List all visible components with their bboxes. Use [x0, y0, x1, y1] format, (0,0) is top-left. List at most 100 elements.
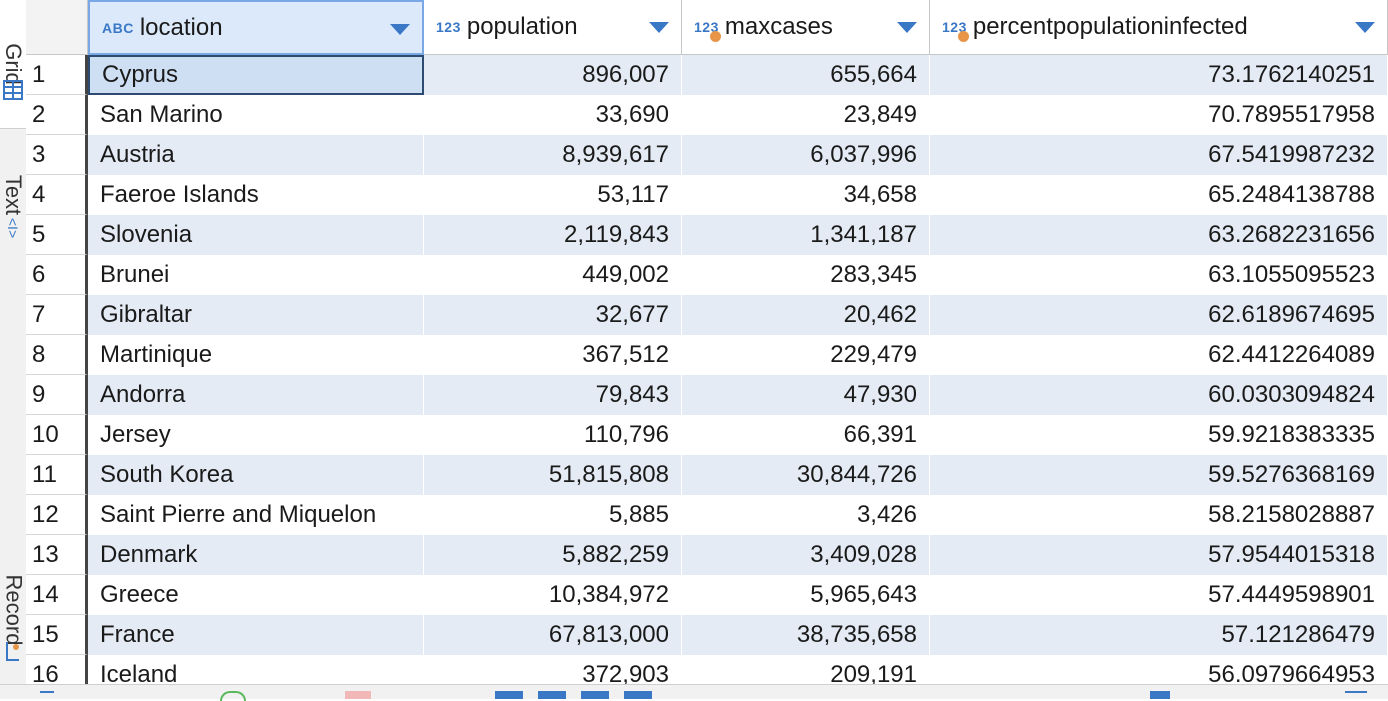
column-header-population[interactable]: 123 population [424, 0, 682, 55]
row-number[interactable]: 6 [26, 255, 88, 295]
cell-maxcases[interactable]: 655,664 [682, 55, 930, 95]
table-row[interactable]: 1 Cyprus 896,007 655,664 73.1762140251 [26, 55, 1388, 95]
export-icon[interactable] [1345, 691, 1367, 701]
row-number[interactable]: 15 [26, 615, 88, 655]
cell-percentpopulationinfected[interactable]: 59.9218383335 [930, 415, 1388, 455]
cell-percentpopulationinfected[interactable]: 57.121286479 [930, 615, 1388, 655]
prev-page-icon[interactable] [538, 691, 566, 699]
row-number[interactable]: 9 [26, 375, 88, 415]
row-number[interactable]: 16 [26, 655, 88, 684]
cell-location[interactable]: Martinique [88, 335, 424, 375]
row-number[interactable]: 3 [26, 135, 88, 175]
cell-percentpopulationinfected[interactable]: 62.6189674695 [930, 295, 1388, 335]
cell-location[interactable]: Austria [88, 135, 424, 175]
row-number[interactable]: 7 [26, 295, 88, 335]
cell-maxcases[interactable]: 1,341,187 [682, 215, 930, 255]
cell-population[interactable]: 5,882,259 [424, 535, 682, 575]
table-row[interactable]: 2 San Marino 33,690 23,849 70.7895517958 [26, 95, 1388, 135]
settings-icon[interactable] [1150, 691, 1170, 699]
cell-percentpopulationinfected[interactable]: 58.2158028887 [930, 495, 1388, 535]
cell-population[interactable]: 2,119,843 [424, 215, 682, 255]
cell-maxcases[interactable]: 5,965,643 [682, 575, 930, 615]
cell-percentpopulationinfected[interactable]: 67.5419987232 [930, 135, 1388, 175]
cell-percentpopulationinfected[interactable]: 60.0303094824 [930, 375, 1388, 415]
cell-maxcases[interactable]: 38,735,658 [682, 615, 930, 655]
cell-maxcases[interactable]: 6,037,996 [682, 135, 930, 175]
cell-percentpopulationinfected[interactable]: 65.2484138788 [930, 175, 1388, 215]
cell-location[interactable]: Greece [88, 575, 424, 615]
table-row[interactable]: 15 France 67,813,000 38,735,658 57.121286479 [26, 615, 1388, 655]
sort-dropdown-icon[interactable] [649, 22, 669, 33]
cell-population[interactable]: 896,007 [424, 55, 682, 95]
cell-population[interactable]: 32,677 [424, 295, 682, 335]
cell-population[interactable]: 449,002 [424, 255, 682, 295]
sort-dropdown-icon[interactable] [1355, 22, 1375, 33]
table-row[interactable]: 7 Gibraltar 32,677 20,462 62.6189674695 [26, 295, 1388, 335]
cell-location[interactable]: Faeroe Islands [88, 175, 424, 215]
cell-location[interactable]: Gibraltar [88, 295, 424, 335]
cell-population[interactable]: 5,885 [424, 495, 682, 535]
cell-percentpopulationinfected[interactable]: 57.9544015318 [930, 535, 1388, 575]
column-header-maxcases[interactable]: 123 maxcases [682, 0, 930, 55]
cell-percentpopulationinfected[interactable]: 59.5276368169 [930, 455, 1388, 495]
cell-maxcases[interactable]: 3,409,028 [682, 535, 930, 575]
cell-location[interactable]: Cyprus [88, 55, 424, 95]
row-number[interactable]: 2 [26, 95, 88, 135]
cell-percentpopulationinfected[interactable]: 70.7895517958 [930, 95, 1388, 135]
cell-percentpopulationinfected[interactable]: 73.1762140251 [930, 55, 1388, 95]
cell-maxcases[interactable]: 209,191 [682, 655, 930, 684]
sort-dropdown-icon[interactable] [390, 24, 410, 35]
cell-percentpopulationinfected[interactable]: 63.2682231656 [930, 215, 1388, 255]
cell-percentpopulationinfected[interactable]: 57.4449598901 [930, 575, 1388, 615]
table-row[interactable]: 10 Jersey 110,796 66,391 59.9218383335 [26, 415, 1388, 455]
row-number[interactable]: 4 [26, 175, 88, 215]
table-row[interactable]: 12 Saint Pierre and Miquelon 5,885 3,426 58.… [26, 495, 1388, 535]
tab-grid[interactable]: Grid [0, 0, 26, 129]
table-row[interactable]: 5 Slovenia 2,119,843 1,341,187 63.2682231656 [26, 215, 1388, 255]
table-row[interactable]: 13 Denmark 5,882,259 3,409,028 57.9544015318 [26, 535, 1388, 575]
row-number[interactable]: 1 [26, 55, 88, 95]
table-row[interactable]: 11 South Korea 51,815,808 30,844,726 59.5276… [26, 455, 1388, 495]
table-row[interactable]: 8 Martinique 367,512 229,479 62.4412264089 [26, 335, 1388, 375]
refresh-icon[interactable] [40, 691, 54, 701]
cell-location[interactable]: South Korea [88, 455, 424, 495]
table-row[interactable]: 3 Austria 8,939,617 6,037,996 67.5419987232 [26, 135, 1388, 175]
cell-population[interactable]: 10,384,972 [424, 575, 682, 615]
tab-text[interactable]: Text <I> [0, 140, 26, 250]
row-number[interactable]: 13 [26, 535, 88, 575]
cancel-icon[interactable] [345, 691, 371, 699]
last-page-icon[interactable] [624, 691, 652, 699]
cell-location[interactable]: San Marino [88, 95, 424, 135]
header-corner[interactable] [26, 0, 88, 55]
cell-percentpopulationinfected[interactable]: 63.1055095523 [930, 255, 1388, 295]
cell-location[interactable]: Jersey [88, 415, 424, 455]
row-number[interactable]: 10 [26, 415, 88, 455]
cell-percentpopulationinfected[interactable]: 56.0979664953 [930, 655, 1388, 684]
table-row[interactable]: 6 Brunei 449,002 283,345 63.1055095523 [26, 255, 1388, 295]
cell-location[interactable]: Andorra [88, 375, 424, 415]
cell-percentpopulationinfected[interactable]: 62.4412264089 [930, 335, 1388, 375]
row-number[interactable]: 14 [26, 575, 88, 615]
cell-maxcases[interactable]: 30,844,726 [682, 455, 930, 495]
cell-maxcases[interactable]: 34,658 [682, 175, 930, 215]
table-row[interactable]: 4 Faeroe Islands 53,117 34,658 65.2484138788 [26, 175, 1388, 215]
cell-maxcases[interactable]: 23,849 [682, 95, 930, 135]
row-number[interactable]: 12 [26, 495, 88, 535]
sort-dropdown-icon[interactable] [897, 22, 917, 33]
next-page-icon[interactable] [581, 691, 609, 699]
cell-population[interactable]: 110,796 [424, 415, 682, 455]
cell-location[interactable]: Slovenia [88, 215, 424, 255]
first-page-icon[interactable] [495, 691, 523, 699]
cell-location[interactable]: Denmark [88, 535, 424, 575]
row-number[interactable]: 5 [26, 215, 88, 255]
cell-maxcases[interactable]: 47,930 [682, 375, 930, 415]
cell-population[interactable]: 51,815,808 [424, 455, 682, 495]
table-row[interactable]: 14 Greece 10,384,972 5,965,643 57.4449598901 [26, 575, 1388, 615]
save-icon[interactable] [220, 691, 246, 701]
cell-population[interactable]: 53,117 [424, 175, 682, 215]
cell-maxcases[interactable]: 283,345 [682, 255, 930, 295]
cell-location[interactable]: France [88, 615, 424, 655]
cell-maxcases[interactable]: 229,479 [682, 335, 930, 375]
tab-record[interactable]: Record [0, 540, 26, 680]
cell-maxcases[interactable]: 3,426 [682, 495, 930, 535]
